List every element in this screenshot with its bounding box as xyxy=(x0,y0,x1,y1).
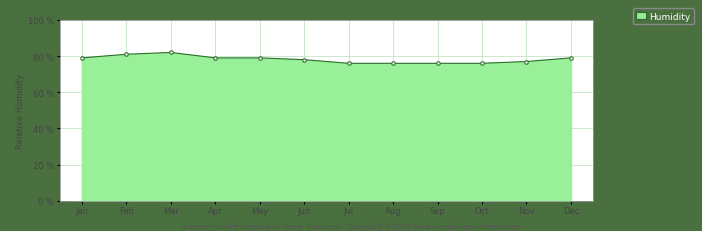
Legend: Humidity: Humidity xyxy=(633,9,694,25)
Y-axis label: Relative Humidity: Relative Humidity xyxy=(16,73,25,148)
Text: Average relative humidity in Praya, Indonesia   Copyright © 2016 www.weather-and: Average relative humidity in Praya, Indo… xyxy=(180,222,522,229)
